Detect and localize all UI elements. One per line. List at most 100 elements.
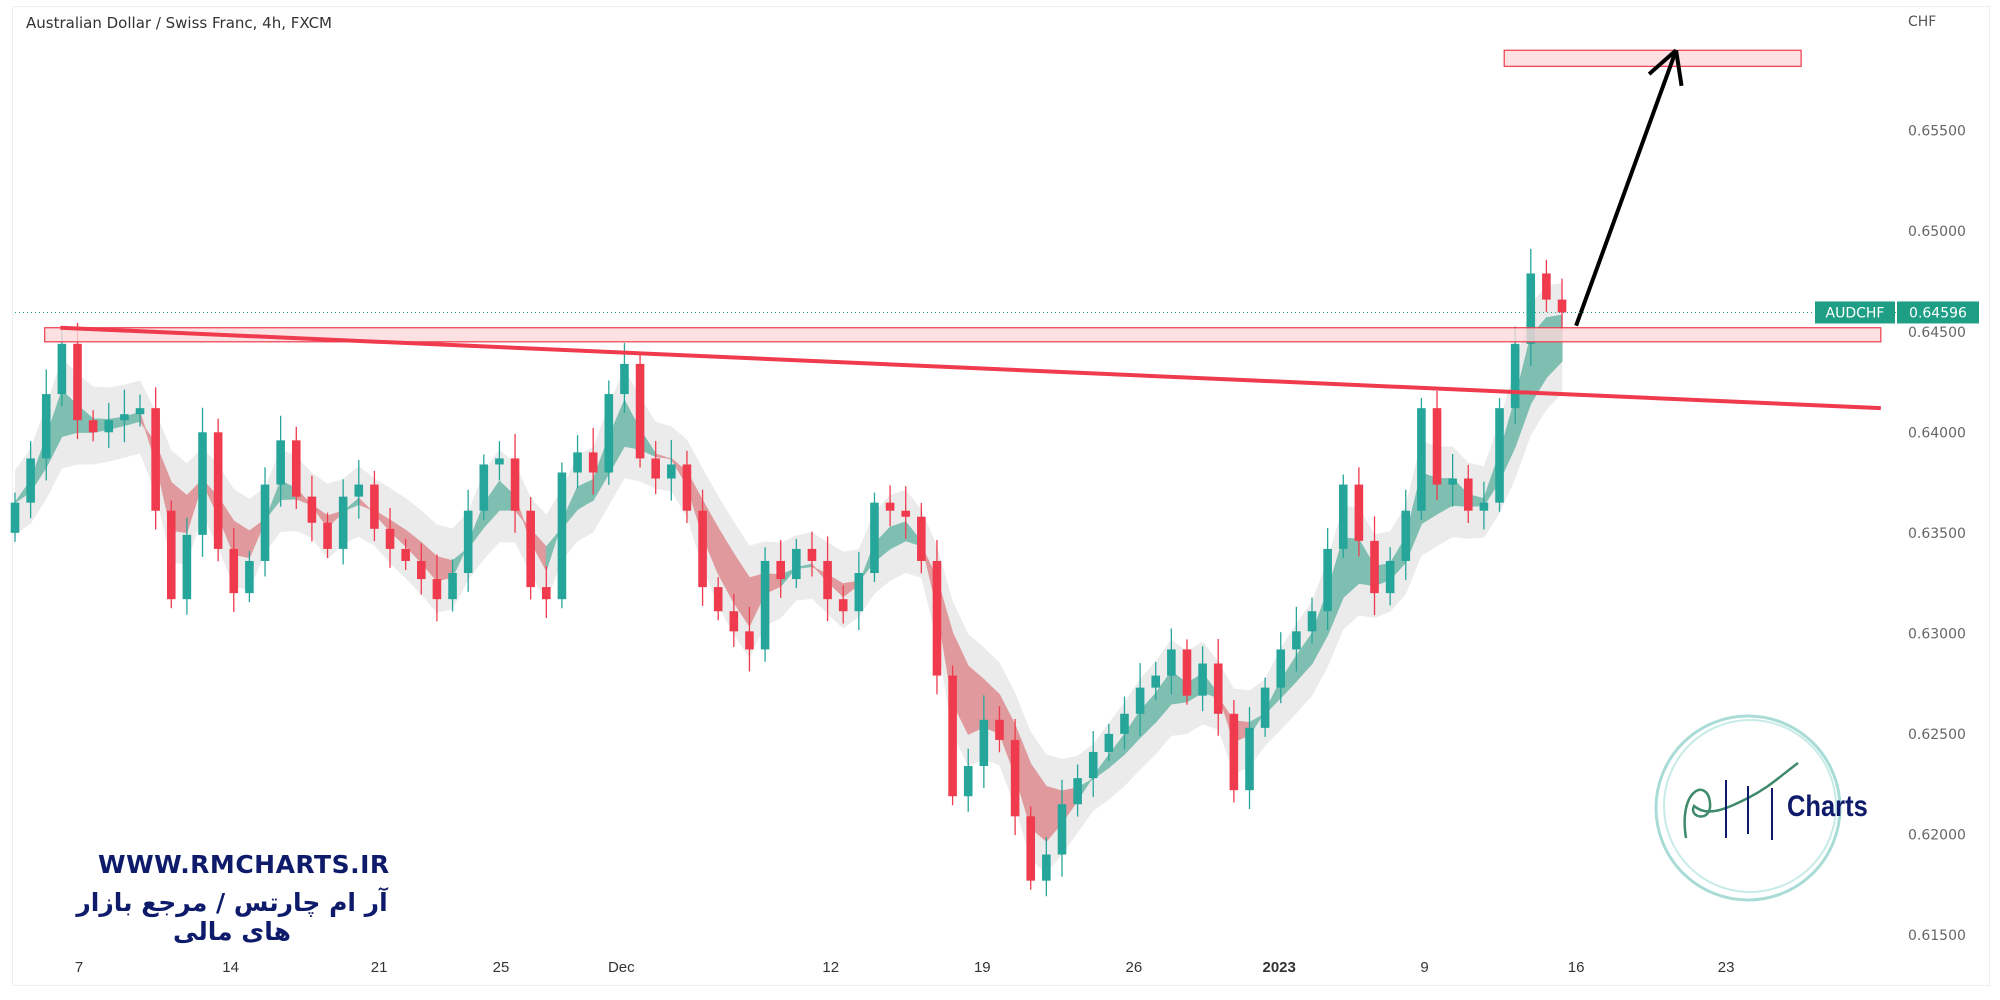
candle-body [448, 573, 457, 600]
candle-body [245, 560, 254, 594]
candle [416, 543, 426, 595]
candle [120, 389, 129, 443]
candle-body [1401, 510, 1411, 561]
candle-body [307, 496, 317, 523]
x-tick-label: 12 [822, 959, 839, 976]
candle-body [401, 548, 410, 561]
candle-body [682, 464, 692, 511]
candle [104, 402, 114, 448]
candle [745, 606, 754, 672]
candle-body [1323, 548, 1332, 612]
x-tick-label: Dec [608, 959, 635, 976]
candle [1542, 259, 1551, 312]
candle [682, 450, 692, 524]
target-arrow [1574, 49, 1678, 327]
candle [1010, 719, 1020, 836]
candle [542, 566, 551, 618]
candle [307, 475, 317, 542]
candle-body [323, 522, 332, 549]
y-tick-label: 0.63000 [1908, 626, 1966, 642]
candle [354, 460, 364, 519]
candle [1104, 723, 1114, 762]
candle [260, 467, 270, 577]
y-tick-label: 0.64000 [1908, 425, 1966, 441]
candle [1135, 663, 1145, 736]
candle-body [760, 560, 770, 650]
candle [1042, 837, 1051, 897]
candle-body [729, 611, 739, 632]
candle [323, 512, 332, 558]
candle [917, 503, 926, 574]
candle-body [635, 363, 645, 459]
candle [1448, 454, 1457, 507]
candle-body [823, 560, 832, 600]
candle [838, 585, 848, 624]
arrow-head [1647, 48, 1678, 76]
candle [1526, 248, 1536, 366]
candle [291, 426, 301, 509]
candle-body [1526, 273, 1536, 344]
x-tick-label: 21 [371, 959, 388, 976]
candle-body [1448, 478, 1457, 485]
rmcharts-logo [1654, 714, 1842, 902]
candle [229, 527, 239, 612]
candle [1057, 779, 1067, 877]
candle-body [1213, 663, 1223, 714]
candle-body [573, 452, 582, 473]
x-tick-label: 14 [222, 959, 239, 976]
candle [1354, 467, 1364, 557]
candle [1417, 398, 1426, 520]
candle [870, 492, 879, 583]
candle [1292, 606, 1301, 672]
candle [401, 538, 410, 571]
y-tick-label: 0.62500 [1908, 727, 1966, 743]
candle [604, 380, 614, 485]
candle-body [1026, 816, 1036, 881]
candle-body [1229, 713, 1239, 791]
candle-body [807, 548, 817, 561]
candle-body [104, 420, 114, 433]
y-tick-label: 0.61500 [1908, 928, 1966, 944]
candle-body [588, 452, 598, 473]
candle-body [526, 510, 535, 588]
candle-body [182, 534, 192, 600]
candle-body [1510, 343, 1520, 409]
y-tick-label: 0.65000 [1908, 224, 1966, 240]
candle-body [479, 464, 489, 511]
candle-body [198, 432, 207, 535]
candle [1479, 481, 1489, 530]
candle [948, 665, 957, 806]
candle-body [1417, 408, 1426, 511]
x-tick-label: 9 [1420, 959, 1428, 976]
candle-body [1260, 687, 1270, 728]
candle [151, 387, 160, 530]
candle-body [792, 548, 801, 580]
candle-body [1370, 540, 1379, 594]
candle [932, 540, 942, 695]
candle [135, 394, 145, 427]
candle-body [73, 343, 82, 421]
candle-body [917, 516, 926, 561]
candle-body [604, 394, 614, 473]
candle [432, 554, 442, 622]
x-tick-label: 19 [974, 959, 991, 976]
candle-body [1151, 675, 1161, 688]
candle [213, 418, 223, 562]
candle-body [1542, 273, 1551, 300]
candle-body [1042, 854, 1051, 881]
candle-body [213, 432, 223, 549]
candle [651, 441, 660, 495]
candle [1229, 700, 1239, 803]
candle [1182, 639, 1192, 705]
trendline [60, 325, 1881, 411]
candle-body [57, 343, 67, 395]
candle [963, 748, 973, 812]
indicator-envelope-band [15, 282, 1563, 874]
candle [182, 517, 192, 615]
candle-body [1557, 299, 1567, 313]
candle [1276, 632, 1286, 704]
candle [1385, 547, 1395, 606]
candle-body [26, 458, 35, 503]
candle-body [151, 408, 160, 511]
